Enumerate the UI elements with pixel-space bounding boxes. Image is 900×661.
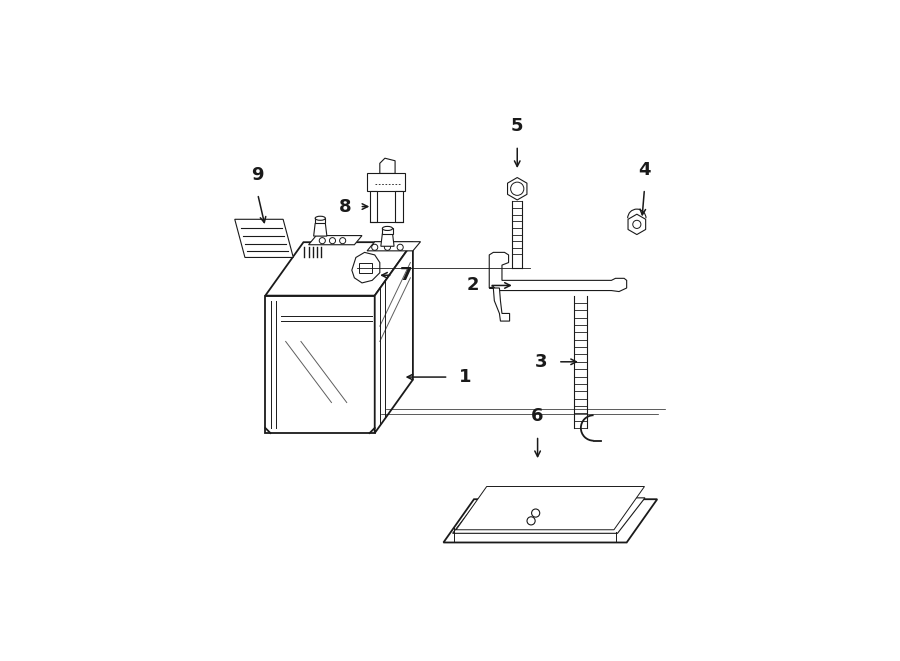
- Polygon shape: [508, 178, 526, 200]
- Polygon shape: [359, 262, 373, 273]
- Polygon shape: [313, 223, 327, 236]
- Polygon shape: [315, 218, 326, 223]
- Polygon shape: [235, 219, 293, 258]
- Polygon shape: [374, 242, 413, 433]
- Polygon shape: [367, 173, 405, 191]
- Text: 9: 9: [251, 166, 264, 184]
- Polygon shape: [367, 242, 420, 251]
- Text: 7: 7: [400, 266, 413, 284]
- Polygon shape: [453, 498, 645, 533]
- Ellipse shape: [382, 227, 392, 231]
- Text: 3: 3: [536, 353, 548, 371]
- Text: 1: 1: [459, 368, 472, 386]
- Polygon shape: [370, 191, 377, 222]
- Polygon shape: [628, 214, 645, 235]
- Polygon shape: [309, 235, 362, 245]
- Polygon shape: [266, 295, 374, 433]
- Polygon shape: [380, 158, 395, 173]
- Polygon shape: [456, 486, 644, 529]
- Polygon shape: [490, 253, 626, 292]
- Text: 6: 6: [531, 407, 544, 426]
- Ellipse shape: [315, 216, 326, 220]
- Text: 5: 5: [511, 117, 524, 136]
- Polygon shape: [490, 288, 509, 321]
- Polygon shape: [381, 233, 394, 247]
- Text: 2: 2: [466, 276, 479, 294]
- Polygon shape: [352, 253, 380, 283]
- Polygon shape: [266, 242, 413, 295]
- Polygon shape: [382, 229, 392, 233]
- Polygon shape: [395, 191, 402, 222]
- Text: 8: 8: [339, 198, 352, 215]
- Polygon shape: [444, 499, 657, 543]
- Text: 4: 4: [638, 161, 651, 178]
